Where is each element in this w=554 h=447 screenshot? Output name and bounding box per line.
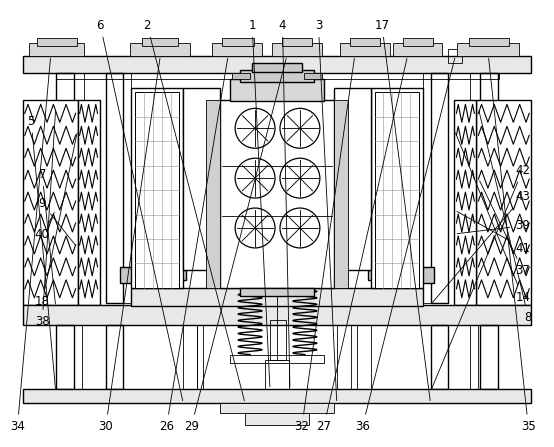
Bar — [337, 325, 351, 389]
Bar — [454, 101, 476, 305]
Bar — [240, 71, 314, 82]
Text: 35: 35 — [489, 58, 536, 433]
Bar — [430, 325, 449, 389]
Bar — [124, 73, 131, 303]
Bar — [37, 38, 76, 46]
Bar — [220, 101, 334, 288]
Bar — [430, 73, 449, 303]
Bar — [245, 413, 309, 426]
Bar — [222, 38, 254, 46]
Bar — [56, 73, 74, 303]
Bar — [469, 38, 509, 46]
Bar — [29, 42, 84, 55]
Bar — [480, 325, 498, 389]
Bar — [393, 42, 443, 55]
Bar — [282, 38, 312, 46]
Bar — [230, 354, 324, 363]
Text: 9: 9 — [39, 197, 76, 246]
Bar — [265, 359, 289, 389]
Bar — [480, 73, 498, 303]
Bar — [375, 93, 419, 288]
Bar — [272, 42, 322, 55]
Text: 27: 27 — [316, 58, 407, 433]
Bar — [350, 38, 379, 46]
Text: 4: 4 — [279, 19, 290, 387]
Bar — [304, 73, 322, 80]
Text: 6: 6 — [96, 19, 183, 401]
Polygon shape — [183, 89, 235, 270]
Text: 40: 40 — [35, 212, 54, 241]
Bar — [270, 320, 286, 359]
Bar — [105, 73, 124, 303]
Bar — [206, 101, 220, 288]
Bar — [403, 38, 433, 46]
Bar — [105, 325, 124, 389]
Bar — [230, 80, 324, 101]
Bar — [131, 288, 423, 306]
Bar — [252, 63, 302, 72]
Bar — [476, 101, 531, 305]
Text: 8: 8 — [479, 111, 532, 324]
Bar — [23, 101, 78, 305]
Bar — [56, 325, 74, 389]
Bar — [220, 404, 334, 413]
Text: 2: 2 — [143, 19, 244, 401]
Bar — [340, 42, 389, 55]
Bar — [130, 42, 190, 55]
Bar — [78, 101, 100, 305]
Bar — [23, 389, 531, 404]
Text: 18: 18 — [35, 133, 77, 308]
Text: 37: 37 — [480, 181, 530, 277]
Text: 41: 41 — [457, 211, 530, 254]
Bar — [423, 73, 430, 303]
Bar — [131, 270, 186, 280]
Bar — [334, 101, 348, 288]
Text: 32: 32 — [294, 58, 355, 433]
Text: 38: 38 — [35, 111, 55, 328]
Bar — [120, 267, 135, 283]
Text: 26: 26 — [159, 58, 228, 433]
Polygon shape — [319, 89, 371, 270]
Bar — [135, 93, 179, 288]
Bar — [470, 73, 480, 303]
Text: 42: 42 — [432, 164, 530, 389]
Bar — [449, 49, 463, 63]
Bar — [232, 73, 250, 80]
Text: 39: 39 — [457, 219, 530, 234]
Bar — [74, 73, 84, 303]
Bar — [368, 270, 423, 280]
Bar — [197, 325, 203, 389]
Text: 30: 30 — [99, 58, 160, 433]
Text: 36: 36 — [355, 58, 455, 433]
Bar — [142, 38, 178, 46]
Text: 5: 5 — [28, 114, 55, 389]
Bar — [23, 55, 531, 73]
Bar — [212, 42, 262, 55]
Bar — [131, 89, 183, 288]
Bar — [419, 267, 434, 283]
Bar — [458, 42, 519, 55]
Text: 43: 43 — [432, 190, 530, 303]
Bar — [357, 325, 371, 389]
Bar — [371, 89, 423, 288]
Bar — [183, 325, 197, 389]
Text: 34: 34 — [10, 58, 50, 433]
Text: 29: 29 — [184, 58, 286, 433]
Text: 1: 1 — [248, 19, 270, 387]
Bar — [56, 73, 499, 80]
Bar — [23, 305, 531, 325]
Bar — [470, 325, 478, 389]
Text: 7: 7 — [39, 168, 55, 304]
Text: 17: 17 — [375, 19, 430, 401]
Text: 3: 3 — [315, 19, 337, 401]
Bar — [74, 325, 81, 389]
Text: 14: 14 — [455, 133, 530, 304]
Bar — [240, 288, 314, 296]
